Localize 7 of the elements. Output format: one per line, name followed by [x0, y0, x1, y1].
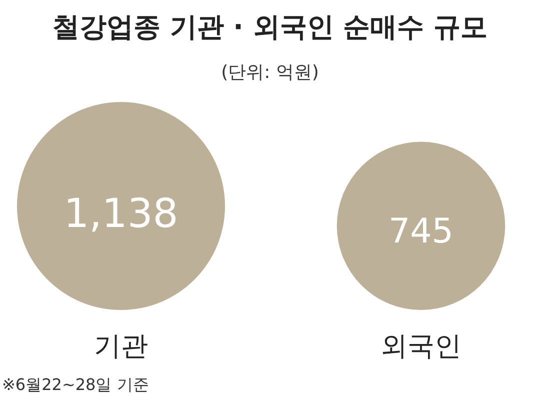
value-label: 1,138 [64, 190, 178, 237]
title: 철강업종 기관 · 외국인 순매수 규모 [52, 12, 488, 43]
category: 기관 [94, 331, 148, 362]
annotation: ※6월22~28일 기준 [2, 375, 149, 394]
category: 외국인 [380, 331, 462, 362]
subtitle: (단위: 억원) [221, 62, 319, 83]
value-label: 745 [388, 212, 454, 252]
